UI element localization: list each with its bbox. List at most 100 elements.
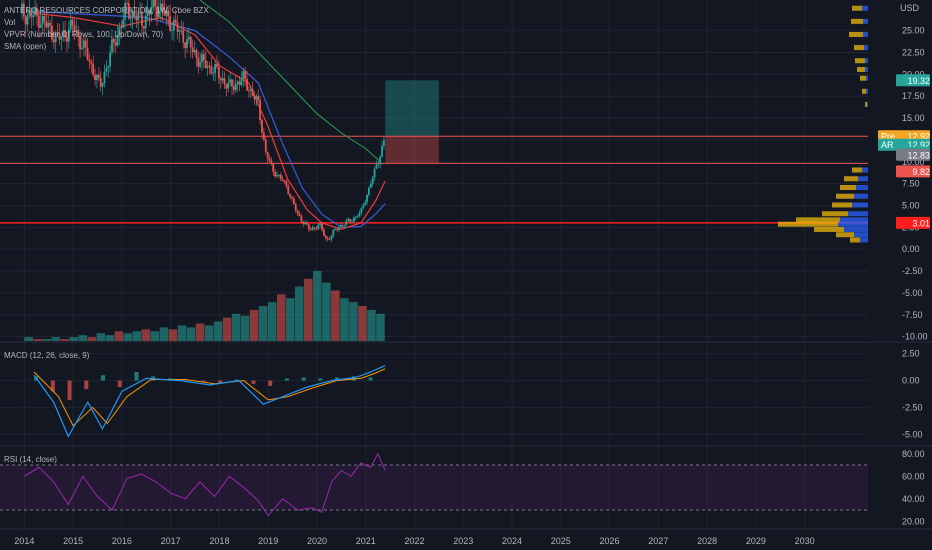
price-badge-value: 12.92 (907, 140, 930, 150)
macd-histogram-bar (134, 371, 139, 381)
candle-body (259, 100, 262, 121)
macd-histogram-bar (117, 380, 122, 388)
volume-bar (358, 306, 367, 341)
chart-legend-main: ANTERO RESOURCES CORPORATION, 1W, Cboe B… (4, 6, 209, 15)
macd-histogram-bar (284, 378, 289, 381)
candle-body (306, 222, 308, 225)
candle-body (133, 11, 136, 17)
rsi-axis-label: 20.00 (902, 516, 925, 526)
candle-body (184, 42, 187, 48)
candle-body (308, 224, 310, 230)
volume-bar (276, 294, 286, 341)
candle-body (339, 225, 342, 228)
candle-body (336, 229, 338, 231)
candle-body (368, 187, 370, 195)
candle-body (159, 3, 162, 11)
vpvr-bar-down (860, 75, 866, 81)
macd-histogram-bar (351, 376, 356, 381)
macd-histogram-bar (234, 379, 239, 381)
vpvr-bar-up (862, 5, 868, 11)
vpvr-bar-up (863, 18, 868, 24)
vpvr-bar-down (822, 211, 848, 217)
chart-legend-rsi: RSI (14, close) (4, 455, 57, 464)
vpvr-bar-up (867, 101, 868, 107)
volume-bar (376, 313, 385, 341)
macd-histogram-bar (251, 380, 256, 384)
candle-body (56, 32, 59, 34)
candle-body (358, 212, 361, 217)
candle-body (381, 145, 383, 157)
candle-body (137, 12, 140, 21)
macd-histogram-bar (301, 377, 306, 381)
candle-body (225, 84, 228, 89)
candle-body (309, 229, 312, 231)
volume-bar (168, 329, 178, 341)
vpvr-bar-down (814, 226, 844, 232)
price-axis-label: 0.00 (902, 244, 920, 254)
candle-body (234, 83, 237, 91)
candle-body (268, 158, 271, 161)
price-badge (896, 74, 930, 87)
price-axis-label: -10.00 (902, 332, 928, 342)
candle-body (96, 74, 98, 81)
macd-axis-label: 2.50 (902, 349, 920, 359)
candle-body (231, 79, 233, 87)
vpvr-bar-down (849, 31, 863, 37)
price-axis-label: 22.50 (902, 47, 925, 57)
candle-body (266, 151, 269, 159)
sma-fast-line (34, 12, 386, 230)
price-badge-value: 9.82 (912, 167, 930, 177)
time-axis-label: 2029 (746, 536, 766, 546)
candle-body (172, 20, 175, 31)
candle-body (139, 12, 142, 14)
volume-bar (105, 335, 115, 341)
candle-body (328, 239, 331, 241)
candle-body (298, 213, 301, 216)
candle-body (294, 204, 297, 211)
time-axis-label: 2014 (14, 536, 34, 546)
candle-body (201, 54, 203, 63)
candle-body (71, 19, 74, 26)
candle-body (118, 26, 121, 36)
macd-histogram-bar (84, 380, 89, 390)
chart-legend-vol: Vol (4, 18, 16, 27)
vpvr-bar-up (856, 184, 868, 190)
volume-bar (96, 333, 106, 341)
candle-body (116, 35, 119, 46)
vpvr-bar-up (852, 202, 868, 208)
vpvr-bar-down (854, 45, 864, 51)
candle-body (129, 18, 132, 20)
vpvr-bar-up (863, 31, 868, 37)
volume-bar (159, 327, 169, 341)
candle-body (176, 22, 179, 32)
vpvr-bar-down (796, 217, 840, 223)
candle-body (323, 229, 325, 236)
candle-body (99, 77, 102, 87)
candle-body (347, 219, 350, 221)
time-axis-label: 2028 (697, 536, 717, 546)
price-axis-label: 15.00 (902, 113, 925, 123)
volume-bar (267, 302, 277, 341)
rsi-line (24, 452, 386, 517)
price-axis-label: 17.50 (902, 91, 925, 101)
candle-body (375, 164, 378, 169)
candle-body (247, 90, 250, 92)
candle-body (326, 238, 329, 240)
candle-body (242, 71, 245, 80)
candle-body (330, 235, 333, 240)
candle-body (379, 156, 382, 164)
vpvr-bar-down (852, 5, 862, 11)
volume-bar (123, 333, 133, 341)
candle-body (232, 86, 235, 91)
candle-body (77, 30, 80, 37)
chart-legend-macd: MACD (12, 26, close, 9) (4, 351, 90, 360)
candle-body (219, 78, 222, 81)
candle-body (304, 222, 307, 225)
candle-body (75, 30, 78, 32)
time-axis-label: 2018 (209, 536, 229, 546)
vpvr-bar-up (866, 75, 868, 81)
candle-body (315, 228, 318, 230)
volume-bar (213, 321, 223, 341)
candle-body (109, 52, 111, 67)
candle-body (371, 177, 374, 184)
